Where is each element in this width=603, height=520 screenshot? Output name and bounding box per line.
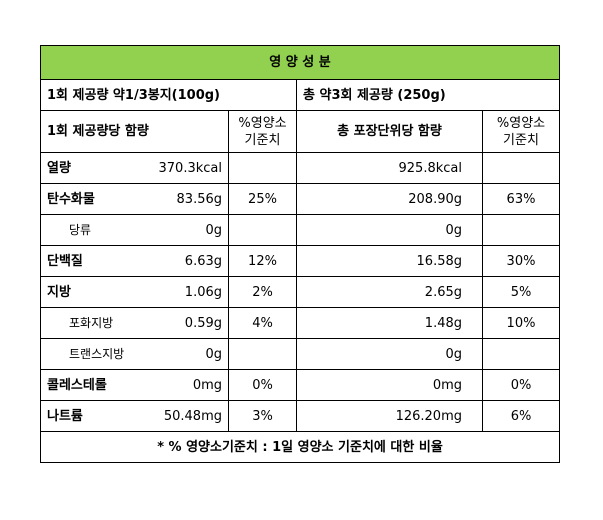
nutrient-name: 트랜스지방 bbox=[69, 346, 125, 361]
per-serving-cell: 당류 0g bbox=[40, 214, 229, 246]
per-serving-cell: 포화지방 0.59g bbox=[40, 307, 229, 339]
row: 나트륨 50.48mg 3% 126.20mg 6% bbox=[40, 400, 560, 432]
per-serving: 370.3kcal bbox=[158, 160, 222, 176]
per-serving: 1.06g bbox=[184, 284, 222, 300]
per-serving: 0g bbox=[205, 346, 222, 362]
per-serving: 50.48mg bbox=[163, 408, 222, 424]
col-header: %영양소 기준치 bbox=[228, 110, 297, 153]
total-serving: 총 약3회 제공량 (250g) bbox=[296, 79, 560, 111]
footer: * % 영양소기준치 : 1일 영양소 기준치에 대한 비율 bbox=[40, 431, 560, 463]
per-serving-cell: 나트륨 50.48mg bbox=[40, 400, 229, 432]
row: 지방 1.06g 2% 2.65g 5% bbox=[40, 276, 560, 308]
total-pct: 30% bbox=[482, 245, 560, 277]
title: 영 양 성 분 bbox=[40, 45, 560, 80]
per-serving-pct: 2% bbox=[228, 276, 297, 308]
per-serving-cell: 지방 1.06g bbox=[40, 276, 229, 308]
total-pct bbox=[482, 214, 560, 246]
nutrient-name: 단백질 bbox=[47, 253, 83, 269]
total: 0g bbox=[296, 214, 483, 246]
nutrient-name: 지방 bbox=[47, 284, 71, 300]
total-pct: 63% bbox=[482, 183, 560, 215]
col-header: %영양소 기준치 bbox=[482, 110, 560, 153]
row: 단백질 6.63g 12% 16.58g 30% bbox=[40, 245, 560, 277]
total: 126.20mg bbox=[296, 400, 483, 432]
total: 1.48g bbox=[296, 307, 483, 339]
per-serving-cell: 콜레스테롤 0mg bbox=[40, 369, 229, 401]
per-serving-pct: 4% bbox=[228, 307, 297, 339]
total: 2.65g bbox=[296, 276, 483, 308]
per-serving: 6.63g bbox=[184, 253, 222, 269]
row: 열량 370.3kcal 925.8kcal bbox=[40, 152, 560, 184]
row: 포화지방 0.59g 4% 1.48g 10% bbox=[40, 307, 560, 339]
per-serving-pct bbox=[228, 152, 297, 184]
per-serving: 83.56g bbox=[176, 191, 222, 207]
per-serving: 0g bbox=[205, 222, 222, 238]
footer-row: * % 영양소기준치 : 1일 영양소 기준치에 대한 비율 bbox=[40, 431, 560, 463]
total-pct: 6% bbox=[482, 400, 560, 432]
total: 925.8kcal bbox=[296, 152, 483, 184]
total: 208.90g bbox=[296, 183, 483, 215]
nutrient-name: 당류 bbox=[69, 222, 92, 237]
per-serving-pct: 0% bbox=[228, 369, 297, 401]
nutrient-name: 탄수화물 bbox=[47, 191, 95, 207]
per-serving-cell: 탄수화물 83.56g bbox=[40, 183, 229, 215]
row: 탄수화물 83.56g 25% 208.90g 63% bbox=[40, 183, 560, 215]
total-pct bbox=[482, 338, 560, 370]
row: 콜레스테롤 0mg 0% 0mg 0% bbox=[40, 369, 560, 401]
nutrient-name: 나트륨 bbox=[47, 408, 83, 424]
per-serving-pct bbox=[228, 214, 297, 246]
nutrition-table: 영 양 성 분 1회 제공량 약1/3봉지(100g) 총 약3회 제공량 (25… bbox=[40, 45, 560, 463]
serving: 1회 제공량 약1/3봉지(100g) bbox=[40, 79, 297, 111]
per-serving: 0mg bbox=[192, 377, 222, 393]
total-pct: 5% bbox=[482, 276, 560, 308]
total: 0g bbox=[296, 338, 483, 370]
row: 당류 0g 0g bbox=[40, 214, 560, 246]
per-serving-cell: 단백질 6.63g bbox=[40, 245, 229, 277]
nutrient-name: 포화지방 bbox=[69, 315, 114, 330]
col-header: 1회 제공량당 함량 bbox=[40, 110, 229, 153]
per-serving: 0.59g bbox=[184, 315, 222, 331]
per-serving-pct bbox=[228, 338, 297, 370]
total: 0mg bbox=[296, 369, 483, 401]
row: 트랜스지방 0g 0g bbox=[40, 338, 560, 370]
total: 16.58g bbox=[296, 245, 483, 277]
per-serving-cell: 트랜스지방 0g bbox=[40, 338, 229, 370]
nutrient-name: 콜레스테롤 bbox=[47, 377, 107, 393]
per-serving-pct: 25% bbox=[228, 183, 297, 215]
per-serving-pct: 12% bbox=[228, 245, 297, 277]
per-serving-cell: 열량 370.3kcal bbox=[40, 152, 229, 184]
per-serving-pct: 3% bbox=[228, 400, 297, 432]
total-pct bbox=[482, 152, 560, 184]
nutrient-name: 열량 bbox=[47, 160, 71, 176]
col-header: 총 포장단위당 함량 bbox=[296, 110, 483, 153]
total-pct: 10% bbox=[482, 307, 560, 339]
total-pct: 0% bbox=[482, 369, 560, 401]
